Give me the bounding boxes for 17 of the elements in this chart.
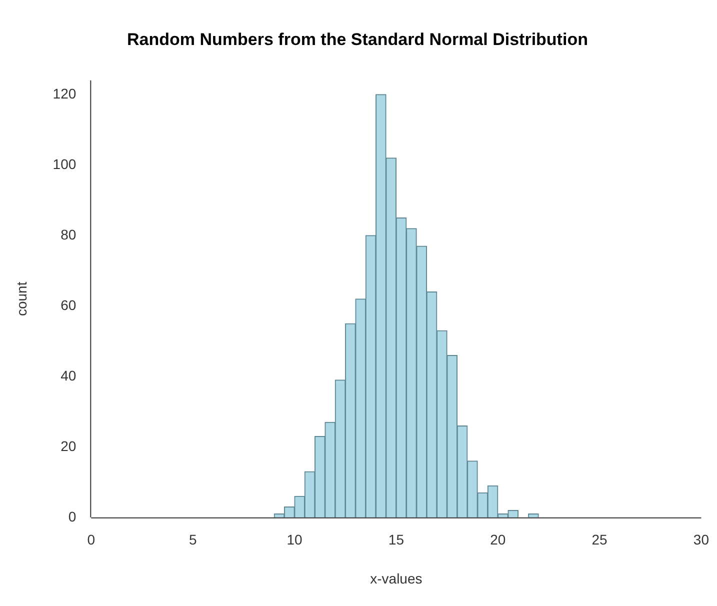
x-tick-label: 25: [592, 532, 608, 548]
x-tick-label: 0: [87, 532, 96, 548]
y-tick-label: 120: [52, 85, 76, 102]
x-tick-label: 5: [188, 532, 197, 548]
x-axis-title: x-values: [370, 570, 422, 586]
y-tick-label: 60: [60, 296, 76, 313]
y-axis-title: count: [13, 282, 30, 316]
y-tick-label: 0: [68, 508, 76, 524]
y-tick-label: 40: [60, 367, 76, 384]
x-tick-label: 10: [286, 532, 303, 548]
y-tick-label: 100: [52, 156, 76, 172]
chart-title: Random Numbers from the Standard Normal Distribution: [127, 30, 588, 49]
x-tick-label: 30: [693, 532, 710, 548]
x-tick-label: 15: [388, 532, 404, 548]
y-tick-label: 20: [60, 438, 76, 454]
x-tick-label: 20: [490, 532, 506, 548]
y-tick-label: 80: [60, 226, 76, 242]
